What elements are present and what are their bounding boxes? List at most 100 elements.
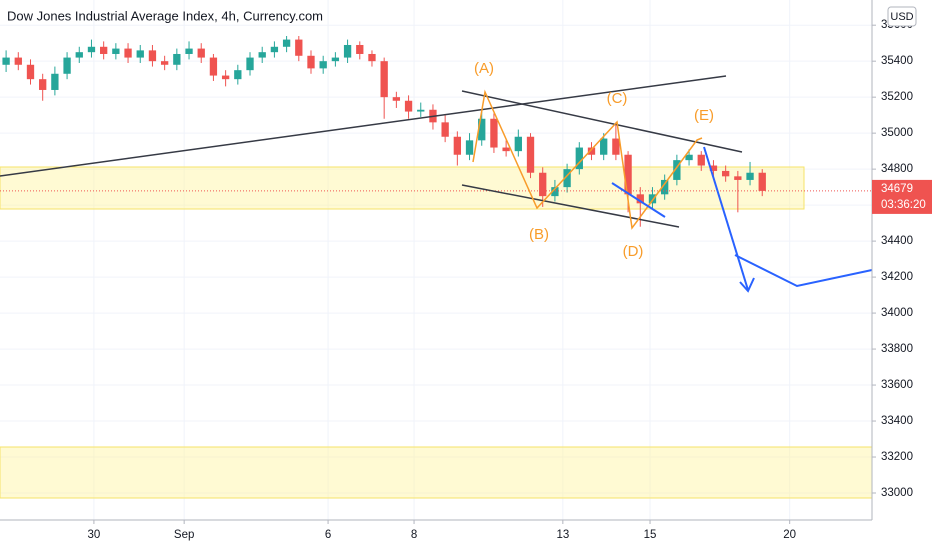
candle-body <box>478 118 486 141</box>
candle-body <box>343 44 352 58</box>
projection-line <box>703 146 749 291</box>
candle-body <box>624 154 632 195</box>
candle-body <box>14 57 22 65</box>
support-zone <box>0 166 805 210</box>
candle-body <box>221 75 230 80</box>
candle-body <box>368 53 376 62</box>
candle-body <box>685 154 693 161</box>
x-tick-label: 8 <box>411 529 417 541</box>
y-tick-label: 35400 <box>881 55 913 67</box>
x-tick-label: 6 <box>325 529 331 541</box>
candle-body <box>319 61 327 69</box>
projection-line <box>611 182 666 218</box>
x-tick-label: 30 <box>88 529 101 541</box>
candle-body <box>160 61 169 65</box>
price-axis <box>872 0 932 550</box>
last-price-label: 34679 <box>881 183 913 195</box>
candle-body <box>697 154 705 166</box>
wave-label: (E) <box>694 107 714 124</box>
candle-body <box>526 136 535 173</box>
candle-body <box>185 48 193 54</box>
y-tick-label: 33800 <box>881 343 913 355</box>
wave-path <box>472 89 703 230</box>
chart-title: Dow Jones Industrial Average Index, 4h, … <box>7 8 323 23</box>
candle-body <box>136 50 144 58</box>
x-tick-label: 20 <box>783 529 796 541</box>
y-tick-label: 33600 <box>881 379 913 391</box>
x-tick-label: 13 <box>556 529 569 541</box>
candle-body <box>392 97 401 101</box>
y-tick-label: 33200 <box>881 451 913 463</box>
y-tick-label: 33400 <box>881 415 913 427</box>
target-zone <box>0 446 873 499</box>
candle-body <box>673 160 681 180</box>
y-tick-label: 35000 <box>881 127 913 139</box>
candle-body <box>51 73 59 90</box>
candle-body <box>258 52 266 58</box>
last-price-badge <box>872 179 932 214</box>
candle-body <box>587 147 596 155</box>
candle-body <box>209 57 218 76</box>
projection-line <box>734 254 873 288</box>
y-tick-label: 34200 <box>881 271 913 283</box>
candle-body <box>404 100 413 112</box>
candle-body <box>758 172 766 191</box>
x-tick-label: Sep <box>174 529 194 541</box>
candle-body <box>600 138 608 155</box>
candle-body <box>234 70 242 80</box>
y-tick-label: 35200 <box>881 91 913 103</box>
candle-body <box>502 147 510 152</box>
grid <box>0 0 872 520</box>
candle-body <box>100 46 108 54</box>
candle-body <box>295 39 303 56</box>
candle-body <box>148 50 157 62</box>
axes: 33000 33200 33400 33600 33800 34000 34200 34400… <box>88 19 932 541</box>
candle-body <box>124 48 132 58</box>
candle-body <box>75 52 83 58</box>
candle-body <box>282 39 291 47</box>
candle-body <box>331 57 340 62</box>
candle-body <box>612 138 620 155</box>
time-axis <box>0 520 932 550</box>
wave-label: (B) <box>529 226 549 243</box>
currency-badge[interactable] <box>887 6 917 27</box>
y-tick-label: 34400 <box>881 235 913 247</box>
candle-body <box>63 57 71 74</box>
y-tick-label: 33000 <box>881 487 913 499</box>
candle-body <box>709 165 718 171</box>
candle-body <box>173 53 181 65</box>
currency-label: USD <box>890 11 913 23</box>
wave-label: (D) <box>623 243 644 260</box>
countdown-label: 03:36:20 <box>881 199 926 211</box>
candle-body <box>87 46 96 53</box>
candle-body <box>465 140 474 155</box>
candle-body <box>563 169 571 188</box>
candle-body <box>514 136 522 152</box>
candle-body <box>246 57 254 71</box>
candle-body <box>539 172 547 197</box>
drawings <box>0 75 873 293</box>
wave-label: (A) <box>474 60 494 77</box>
candle-body <box>721 170 730 177</box>
candle-body <box>39 79 47 90</box>
candle-body <box>636 194 644 204</box>
y-tick-label: 34000 <box>881 307 913 319</box>
candle-body <box>575 147 583 170</box>
y-tick-label: 34800 <box>881 163 913 175</box>
candle-body <box>453 136 462 155</box>
candle-body <box>2 57 10 65</box>
candle-body <box>270 46 279 53</box>
candle-body <box>417 109 425 112</box>
arrow-head <box>739 277 755 293</box>
candle-body <box>746 172 754 180</box>
candle-body <box>307 55 315 69</box>
candle-body <box>490 118 498 148</box>
candle-body <box>356 44 364 54</box>
candle-body <box>648 194 657 204</box>
candle-body <box>380 61 388 98</box>
candle-body <box>26 64 35 80</box>
x-tick-label: 15 <box>644 529 657 541</box>
trend-line <box>0 75 727 177</box>
wave-label: (C) <box>607 90 628 107</box>
